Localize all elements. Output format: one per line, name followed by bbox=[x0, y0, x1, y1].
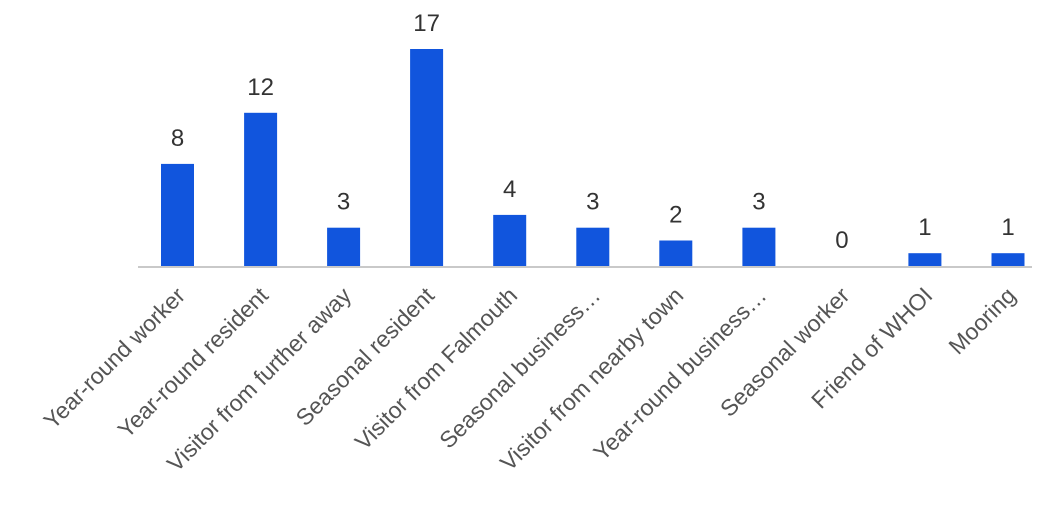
category-label-6: Seasonal business… bbox=[434, 282, 605, 453]
category-label-4: Seasonal resident bbox=[291, 282, 440, 431]
bar-1 bbox=[161, 163, 194, 266]
value-label-9: 0 bbox=[835, 227, 848, 254]
bar-2 bbox=[244, 112, 278, 266]
value-label-6: 3 bbox=[586, 189, 599, 216]
category-label-5: Visitor from Falmouth bbox=[350, 282, 523, 455]
category-label-1: Year-round worker bbox=[38, 282, 190, 434]
value-label-1: 8 bbox=[171, 125, 184, 152]
bar-8 bbox=[742, 227, 776, 266]
value-label-7: 2 bbox=[669, 202, 682, 229]
value-label-3: 3 bbox=[337, 189, 350, 216]
bar-7 bbox=[659, 240, 693, 266]
value-label-2: 12 bbox=[247, 74, 274, 101]
category-label-2: Year-round resident bbox=[113, 282, 274, 443]
value-label-8: 3 bbox=[752, 189, 765, 216]
bar-10 bbox=[908, 253, 942, 266]
bar-4 bbox=[410, 49, 444, 266]
category-label-11: Mooring bbox=[943, 282, 1020, 359]
bars-group bbox=[161, 49, 1025, 266]
value-label-4: 17 bbox=[413, 10, 440, 37]
value-label-11: 1 bbox=[1001, 214, 1014, 241]
bar-6 bbox=[576, 227, 610, 266]
value-labels-group: 8 12 3 17 4 3 2 3 0 1 1 bbox=[171, 10, 1015, 254]
value-label-10: 1 bbox=[918, 214, 931, 241]
bar-11 bbox=[991, 253, 1025, 266]
bar-5 bbox=[493, 214, 527, 266]
bar-3 bbox=[327, 227, 361, 266]
value-label-5: 4 bbox=[503, 176, 516, 203]
